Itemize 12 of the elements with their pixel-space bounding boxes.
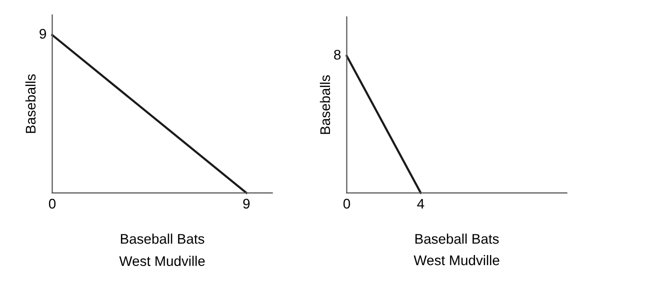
x-tick-label: 4: [417, 198, 424, 209]
x-axis-title: Baseball Bats: [120, 234, 204, 244]
x-tick-label: 0: [343, 198, 350, 209]
text: West Mudville: [119, 256, 205, 266]
x-axis-title: Baseball Bats: [415, 234, 499, 244]
annotation: 9: [40, 28, 46, 39]
y-axis-title: Baseballs: [25, 74, 36, 133]
x-tick-label: 9: [243, 198, 250, 209]
x-tick-label: 0: [48, 198, 56, 209]
text: West Mudville: [414, 255, 500, 266]
y-axis-title: Baseballs: [320, 75, 330, 134]
annotation: 8: [334, 50, 341, 60]
